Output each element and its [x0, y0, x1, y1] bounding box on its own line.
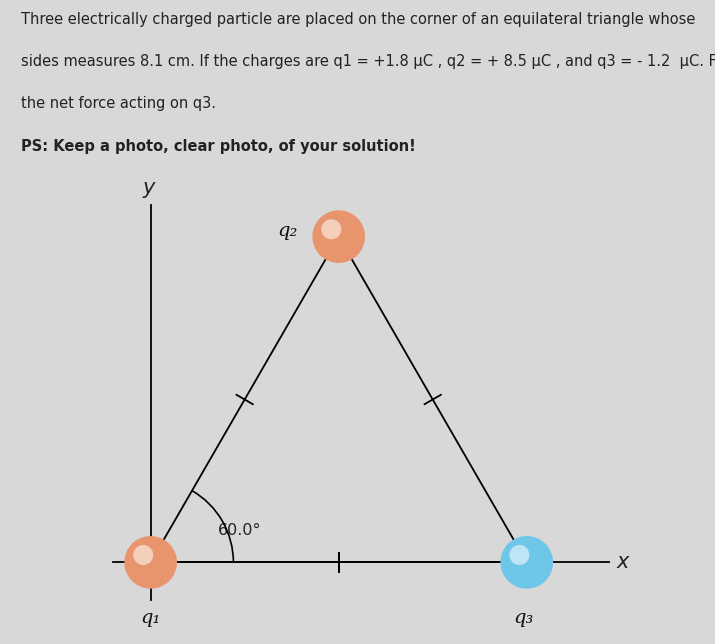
Text: q₁: q₁: [140, 609, 161, 627]
Circle shape: [321, 219, 341, 240]
Text: y: y: [142, 178, 155, 198]
Text: 60.0°: 60.0°: [218, 523, 262, 538]
Text: x: x: [617, 553, 629, 573]
Circle shape: [133, 545, 153, 565]
Text: q₃: q₃: [513, 609, 533, 627]
Circle shape: [500, 536, 553, 589]
Circle shape: [312, 211, 365, 263]
Text: the net force acting on q3.: the net force acting on q3.: [21, 96, 217, 111]
Text: Three electrically charged particle are placed on the corner of an equilateral t: Three electrically charged particle are …: [21, 12, 696, 27]
Text: sides measures 8.1 cm. If the charges are q1 = +1.8 μC , q2 = + 8.5 μC , and q3 : sides measures 8.1 cm. If the charges ar…: [21, 54, 715, 69]
Text: PS: Keep a photo, clear photo, of your solution!: PS: Keep a photo, clear photo, of your s…: [21, 139, 416, 154]
Text: q₂: q₂: [277, 222, 297, 240]
Circle shape: [509, 545, 529, 565]
Circle shape: [124, 536, 177, 589]
